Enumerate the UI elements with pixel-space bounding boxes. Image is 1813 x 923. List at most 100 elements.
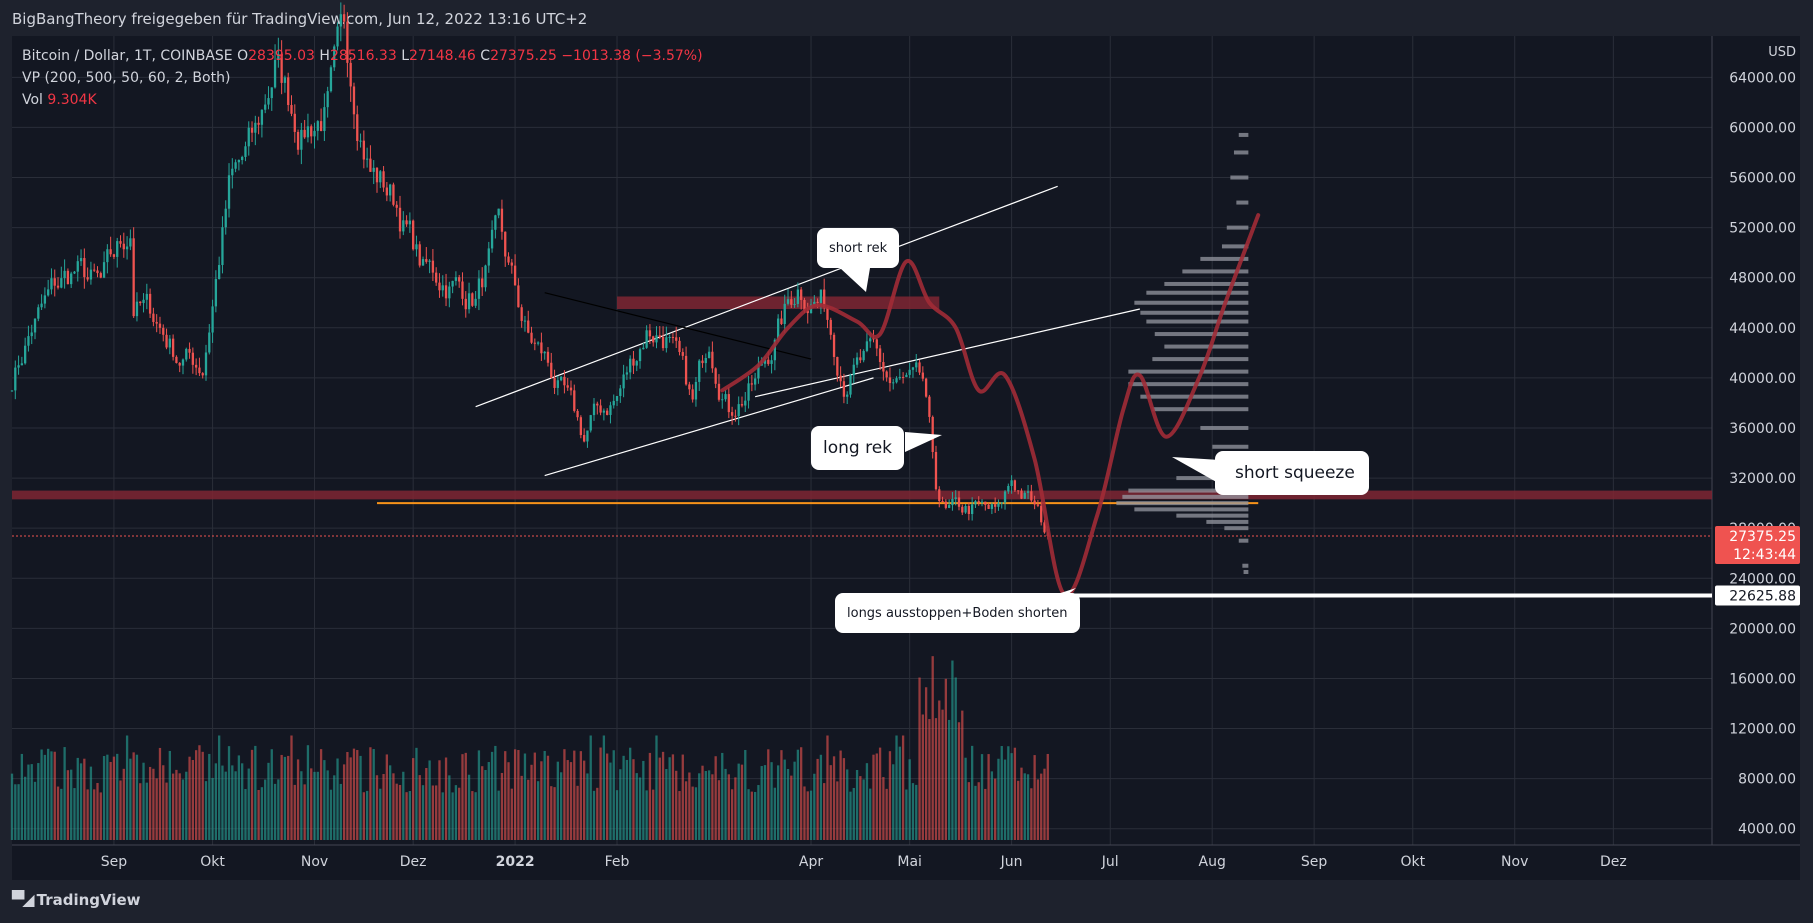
candle-body [813, 301, 816, 305]
close-label: C [480, 48, 491, 64]
candle-body [79, 258, 83, 262]
support-zone [12, 490, 1712, 500]
tradingview-footer[interactable]: ▀◢ TradingView [12, 890, 141, 909]
callout-short-rek-text: short rek [829, 240, 888, 256]
indicator-row[interactable]: VP (200, 500, 50, 60, 2, Both) [22, 67, 703, 89]
volume-bar [1033, 755, 1036, 840]
volume-bar [471, 791, 474, 840]
candle-body [481, 278, 484, 288]
candle-body [484, 265, 487, 288]
volume-bar [27, 764, 30, 840]
candle-body [70, 273, 73, 285]
candle-body [24, 345, 27, 364]
chart-frame[interactable] [12, 36, 1800, 880]
tradingview-logo-icon: ▀◢ [12, 890, 35, 909]
volume-bar [924, 687, 928, 840]
candle-body [27, 336, 30, 346]
candle-body [145, 293, 148, 300]
volume-bar [569, 762, 573, 840]
volume-bar [1017, 780, 1020, 840]
volume-bar [106, 754, 109, 840]
candle-body [165, 334, 168, 348]
volume-bar [458, 787, 461, 840]
chart-legend: Bitcoin / Dollar, 1T, COINBASE O28395.03… [22, 45, 703, 111]
volume-bar [898, 746, 901, 840]
candle-body [385, 187, 389, 196]
y-tick-label: 40000.00 [1729, 371, 1796, 387]
candle-body [790, 299, 793, 305]
candle-body [293, 113, 296, 132]
volume-bar [14, 784, 17, 840]
candle-body [859, 357, 862, 361]
candle-body [536, 342, 540, 344]
volume-bar [375, 775, 379, 840]
volume-bar [829, 765, 832, 840]
volume-bar [221, 765, 224, 840]
candle-body [310, 126, 313, 137]
candle-layer [10, 2, 1049, 540]
publisher-header: BigBangTheory freigegeben für TradingVie… [0, 0, 1813, 36]
candle-body [763, 359, 767, 364]
candle-body [546, 351, 550, 363]
y-tick-label: 60000.00 [1729, 120, 1796, 136]
candle-body [513, 265, 517, 286]
y-tick-label: 48000.00 [1729, 271, 1796, 287]
candle-body [1043, 522, 1046, 533]
volume-bar [333, 775, 336, 840]
candle-body [33, 318, 37, 333]
candle-body [415, 244, 418, 250]
candle-body [388, 184, 392, 196]
volume-profile-bar [1230, 175, 1249, 180]
volume-bar [412, 758, 415, 840]
candle-body [109, 249, 112, 255]
volume-bar [336, 758, 339, 840]
candle-body [234, 162, 237, 169]
candle-body [892, 382, 895, 384]
volume-bar [63, 747, 66, 840]
candle-body [474, 298, 477, 306]
candle-body [747, 383, 750, 401]
volume-bar [83, 758, 86, 840]
vol-value: 9.304K [47, 92, 97, 108]
volume-row[interactable]: Vol 9.304K [22, 89, 703, 111]
volume-bar [730, 789, 734, 840]
candle-body [576, 410, 579, 418]
volume-bar [744, 749, 747, 840]
candle-body [905, 374, 908, 378]
volume-bar [862, 779, 865, 840]
candle-body [490, 229, 494, 249]
volume-bar [642, 760, 645, 840]
candle-body [819, 289, 823, 303]
candle-body [681, 352, 684, 356]
volume-bar [852, 787, 855, 840]
volume-bar [112, 756, 116, 840]
candle-body [727, 394, 730, 413]
symbol-row[interactable]: Bitcoin / Dollar, 1T, COINBASE O28395.03… [22, 45, 703, 67]
candle-body [300, 129, 303, 150]
candle-body [441, 285, 444, 291]
volume-bar [260, 787, 264, 840]
volume-bar [997, 758, 1000, 840]
volume-bar [957, 722, 961, 840]
volume-bar [204, 781, 208, 840]
candle-body [921, 372, 924, 379]
volume-bar [96, 782, 99, 840]
x-tick-label: Jul [1101, 854, 1119, 870]
candle-body [227, 175, 231, 209]
volume-bar [481, 766, 484, 840]
candle-body [684, 355, 688, 385]
volume-bar [977, 782, 980, 840]
volume-bar [872, 754, 875, 840]
volume-profile-bar [1233, 150, 1249, 155]
candle-body [296, 131, 300, 150]
candle-body [336, 26, 339, 47]
volume-bar [145, 782, 148, 840]
volume-bar [425, 768, 428, 840]
downtrend-line [544, 292, 812, 360]
volume-bar [582, 760, 586, 840]
volume-bar [684, 781, 688, 840]
volume-bar [1010, 753, 1013, 840]
volume-bar [431, 785, 435, 840]
x-tick-label: Okt [200, 854, 225, 870]
